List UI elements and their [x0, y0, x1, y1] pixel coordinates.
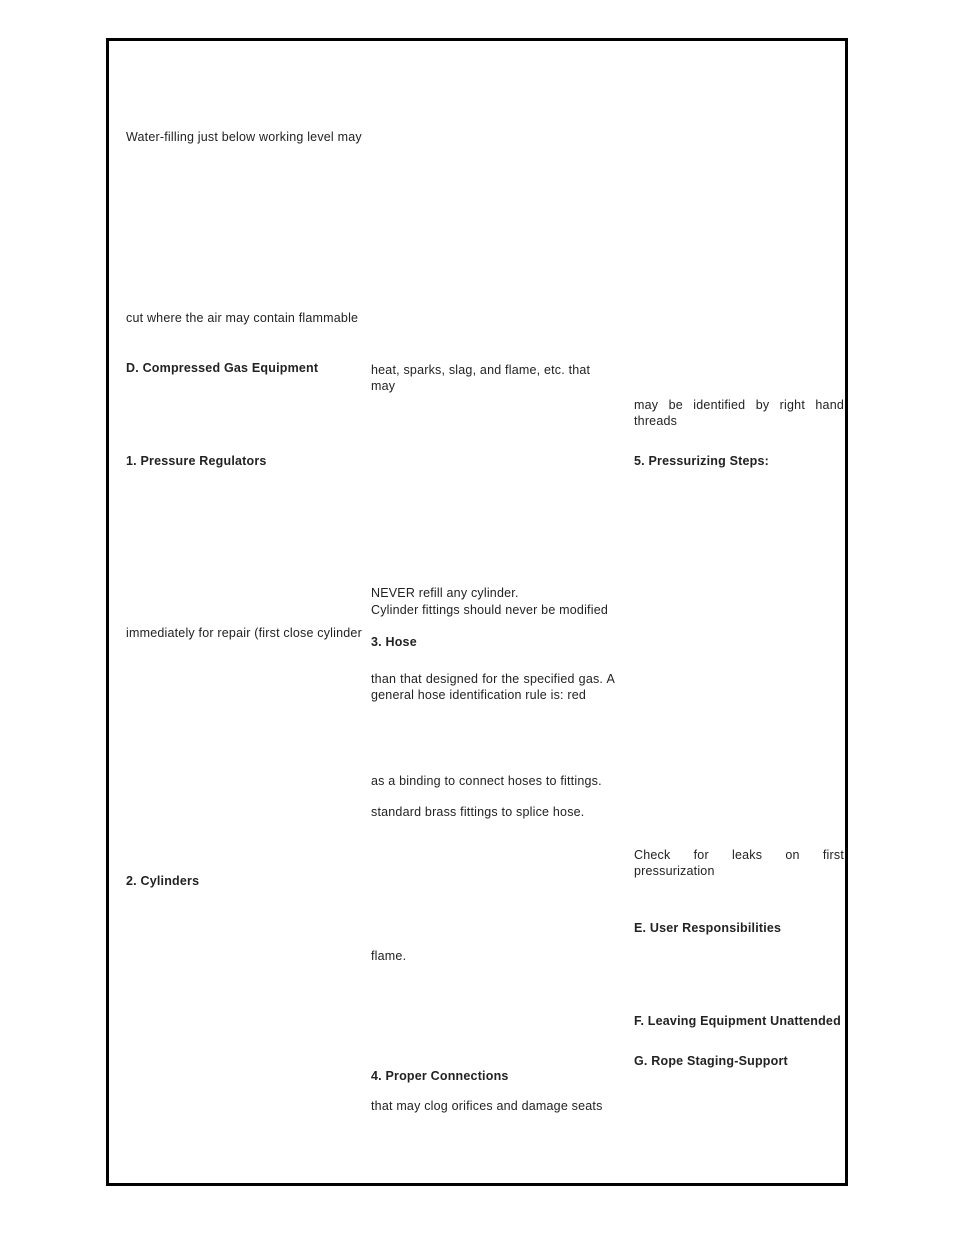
body-text: standard brass fittings to splice hose. [371, 804, 615, 820]
body-text: as a binding to connect hoses to fitting… [371, 773, 615, 789]
body-text: NEVER refill any cylinder. [371, 585, 615, 601]
body-text: that may clog orifices and damage seats [371, 1098, 615, 1114]
heading-d: D. Compressed Gas Equipment [126, 360, 386, 376]
body-text: flame. [371, 948, 615, 964]
heading-g: G. Rope Staging-Support [634, 1053, 844, 1069]
body-text: Water-filling just below working level m… [126, 129, 386, 145]
body-text: than that designed for the specified gas… [371, 671, 615, 704]
heading-5: 5. Pressurizing Steps: [634, 453, 844, 469]
heading-f: F. Leaving Equipment Unattended [634, 1013, 844, 1029]
body-text: may be identified by right hand threads [634, 397, 844, 430]
body-text: Cylinder fittings should never be modifi… [371, 602, 615, 618]
body-text: Check for leaks on first pressurization [634, 847, 844, 880]
heading-1: 1. Pressure Regulators [126, 453, 386, 469]
heading-4: 4. Proper Connections [371, 1068, 615, 1084]
body-text: cut where the air may contain flammable [126, 310, 386, 326]
heading-e: E. User Responsibilities [634, 920, 844, 936]
heading-3: 3. Hose [371, 634, 615, 650]
body-text: heat, sparks, slag, and flame, etc. that… [371, 362, 615, 395]
body-text: immediately for repair (first close cyli… [126, 625, 386, 641]
heading-2: 2. Cylinders [126, 873, 386, 889]
